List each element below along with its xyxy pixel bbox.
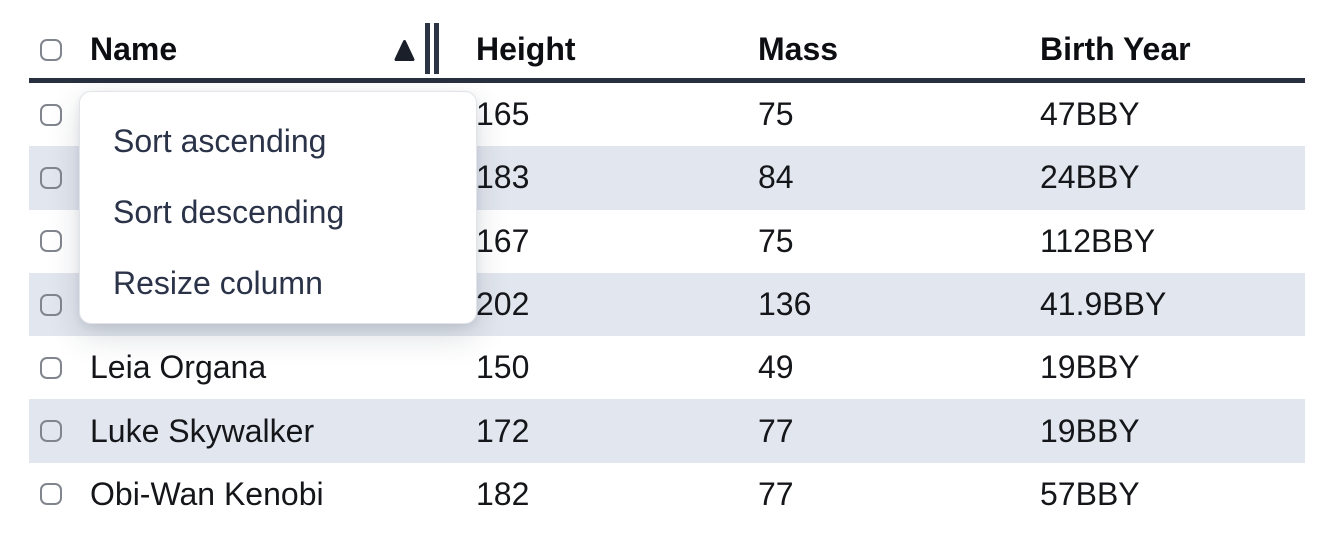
table-row: 165 75 47BBY [29,83,1305,146]
header-checkbox-cell [29,38,80,61]
cell-name: Leia Organa [90,349,267,386]
cell-birth-year: 24BBY [1040,159,1140,196]
column-header-height[interactable]: Height [476,31,576,67]
cell-mass: 77 [758,412,794,449]
cell-height: 183 [476,159,530,196]
column-resize-handle[interactable] [424,23,439,74]
cell-mass: 84 [758,159,794,196]
row-checkbox-cell [29,483,80,506]
cell-height: 172 [476,412,530,449]
menu-item-resize-column[interactable]: Resize column [113,265,323,301]
cell-birth-year: 57BBY [1040,475,1140,507]
column-header-name-label: Name [90,31,178,67]
column-header-mass[interactable]: Mass [758,31,839,67]
row-checkbox[interactable] [40,356,62,379]
cell-height: 167 [476,222,530,259]
column-header-birth-year[interactable]: Birth Year [1040,31,1191,67]
cell-birth-year: 112BBY [1040,222,1156,259]
cell-height: 165 [476,96,530,133]
cell-birth-year: 47BBY [1040,96,1140,133]
cell-mass: 49 [758,349,794,386]
row-checkbox[interactable] [40,483,62,506]
cell-birth-year: 19BBY [1040,412,1140,449]
row-checkbox[interactable] [40,230,62,253]
menu-item-sort-ascending[interactable]: Sort ascending [113,123,327,159]
resize-bar-icon [434,23,439,74]
row-checkbox-cell [29,293,80,316]
cell-height: 150 [476,349,530,386]
cell-name: Obi-Wan Kenobi [90,475,324,507]
column-header-name[interactable]: Name [80,21,460,78]
cell-mass: 136 [758,286,812,323]
cell-name: Luke Skywalker [90,412,315,449]
cell-birth-year: 19BBY [1040,349,1140,386]
resize-bar-icon [424,23,430,74]
sort-ascending-icon [394,40,415,61]
cell-mass: 77 [758,475,794,507]
menu-item-sort-descending[interactable]: Sort descending [113,194,345,230]
table-row: Obi-Wan Kenobi 182 77 57BBY [29,463,1305,507]
cell-birth-year: 41.9BBY [1040,286,1167,323]
row-checkbox[interactable] [40,166,62,189]
table-row: Luke Skywalker 172 77 19BBY [29,399,1305,463]
row-checkbox-cell [29,420,80,443]
row-checkbox[interactable] [40,293,62,316]
row-checkbox-cell [29,230,80,253]
table-header: Name Height Mass Birth Year [29,0,1305,83]
cell-mass: 75 [758,222,794,259]
row-checkbox[interactable] [40,420,62,443]
select-all-checkbox[interactable] [40,38,62,61]
row-checkbox[interactable] [40,103,62,126]
table-row: Leia Organa 150 49 19BBY [29,336,1305,399]
column-actions-menu: Sort ascending Sort descending Resize co… [79,91,477,324]
row-checkbox-cell [29,166,80,189]
cell-height: 202 [476,286,530,323]
row-checkbox-cell [29,356,80,379]
cell-height: 182 [476,475,530,507]
table-row: 167 75 112BBY [29,210,1305,273]
cell-mass: 75 [758,96,794,133]
row-checkbox-cell [29,103,80,126]
